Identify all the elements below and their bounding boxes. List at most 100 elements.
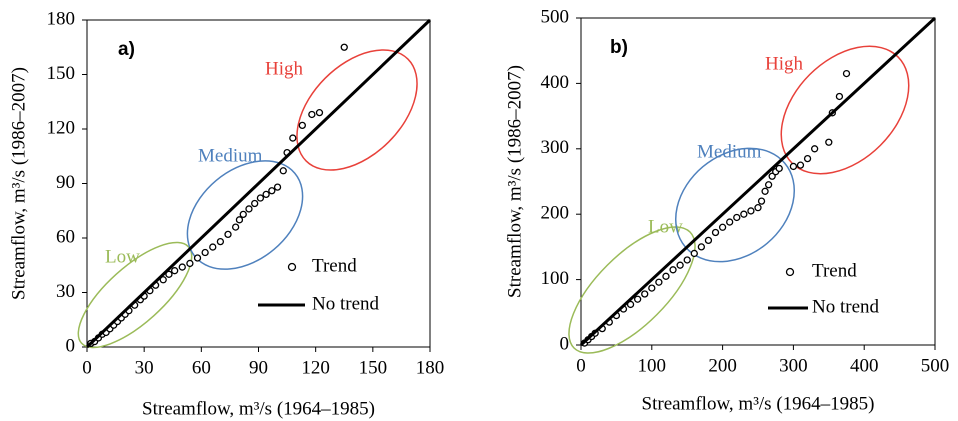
x-axis-title: Streamflow, m³/s (1964–1985)	[142, 398, 375, 419]
trend-point	[789, 162, 798, 171]
trend-point	[704, 236, 713, 245]
y-tick-label: 0	[66, 335, 76, 356]
y-tick-label: 100	[541, 268, 570, 289]
trend-point	[697, 243, 706, 251]
trend-point	[193, 254, 202, 262]
trend-point	[178, 263, 186, 271]
x-tick-label: 0	[82, 357, 92, 378]
x-tick-label: 60	[192, 357, 211, 378]
x-tick-label: 200	[708, 355, 737, 376]
y-tick-label: 500	[541, 6, 570, 27]
y-tick-label: 200	[541, 203, 570, 224]
group-label: Low	[648, 216, 683, 237]
y-tick-label: 400	[541, 72, 570, 93]
y-tick-label: 0	[560, 333, 570, 354]
legend-marker	[785, 267, 795, 277]
x-tick-label: 120	[301, 357, 330, 378]
y-tick-label: 300	[541, 137, 570, 158]
trend-point	[256, 194, 265, 202]
trend-point	[268, 187, 276, 195]
trend-point	[165, 270, 173, 278]
trend-point	[279, 167, 287, 175]
legend-label: No trend	[312, 293, 380, 314]
trend-point	[835, 92, 844, 101]
plot-frame	[580, 17, 936, 346]
y-tick-label: 120	[47, 117, 76, 138]
trend-point	[648, 284, 656, 292]
group-ellipse	[77, 241, 193, 349]
x-tick-label: 90	[249, 357, 268, 378]
trend-point	[633, 295, 642, 303]
y-tick-label: 30	[56, 281, 75, 302]
trend-point	[641, 290, 649, 298]
trend-point	[201, 248, 209, 257]
trend-point	[747, 207, 755, 215]
x-axis-title: Streamflow, m³/s (1964–1985)	[642, 393, 875, 414]
trend-point	[810, 145, 819, 153]
trend-point	[626, 300, 635, 309]
trend-point	[662, 272, 670, 280]
trend-point	[273, 183, 282, 191]
trend-point	[726, 218, 734, 226]
group-ellipse	[296, 49, 418, 171]
trend-point	[315, 109, 324, 117]
trend-point	[842, 69, 851, 78]
x-tick-label: 500	[921, 355, 950, 376]
y-axis-title: Streamflow, m³/s (1986–2007)	[504, 65, 525, 298]
group-label: High	[765, 53, 804, 74]
panel-label: a)	[118, 39, 135, 60]
trend-point	[754, 204, 762, 212]
trend-point	[825, 138, 833, 146]
trend-point	[171, 267, 179, 275]
trend-point	[761, 187, 769, 195]
trend-point	[239, 210, 247, 219]
trend-point	[298, 121, 306, 130]
trend-point	[159, 276, 167, 284]
trend-point	[224, 230, 232, 239]
trend-point	[209, 243, 217, 251]
trend-point	[757, 197, 766, 205]
y-tick-label: 60	[56, 226, 75, 247]
x-tick-label: 300	[779, 355, 808, 376]
group-ellipse	[780, 45, 910, 175]
trend-point	[186, 259, 194, 268]
y-tick-label: 90	[56, 172, 75, 193]
trend-point	[683, 256, 691, 264]
trend-point	[733, 213, 741, 222]
group-label: Low	[105, 246, 140, 267]
y-tick-label: 180	[47, 8, 76, 29]
x-tick-label: 180	[416, 357, 445, 378]
trend-point	[796, 161, 805, 169]
x-tick-label: 150	[359, 357, 388, 378]
trend-point	[235, 216, 244, 224]
trend-point	[245, 205, 253, 213]
group-label: Medium	[697, 141, 762, 162]
x-tick-label: 400	[850, 355, 879, 376]
trend-point	[262, 190, 270, 199]
group-label: Medium	[198, 145, 263, 166]
trend-point	[308, 110, 316, 119]
trend-point	[216, 237, 225, 246]
legend-label: Trend	[812, 260, 857, 281]
x-tick-label: 0	[576, 355, 586, 376]
trend-point	[775, 164, 783, 173]
x-tick-label: 100	[638, 355, 667, 376]
trend-point	[655, 278, 663, 286]
legend-label: No trend	[812, 296, 880, 317]
trend-point	[768, 172, 776, 180]
trend-point	[676, 261, 684, 269]
group-label: High	[265, 58, 304, 79]
y-axis-title: Streamflow, m³/s (1986–2007)	[8, 67, 29, 300]
panel-label: b)	[610, 37, 628, 58]
x-tick-label: 30	[135, 357, 154, 378]
trend-point	[764, 181, 773, 189]
trend-point	[740, 210, 748, 218]
trend-point	[251, 199, 259, 208]
group-ellipse	[568, 226, 696, 354]
trend-point	[669, 266, 677, 274]
trend-point	[690, 249, 698, 258]
no-trend-line	[579, 16, 937, 347]
trend-point	[340, 43, 348, 51]
trend-point	[803, 154, 812, 163]
trend-point	[289, 134, 297, 142]
